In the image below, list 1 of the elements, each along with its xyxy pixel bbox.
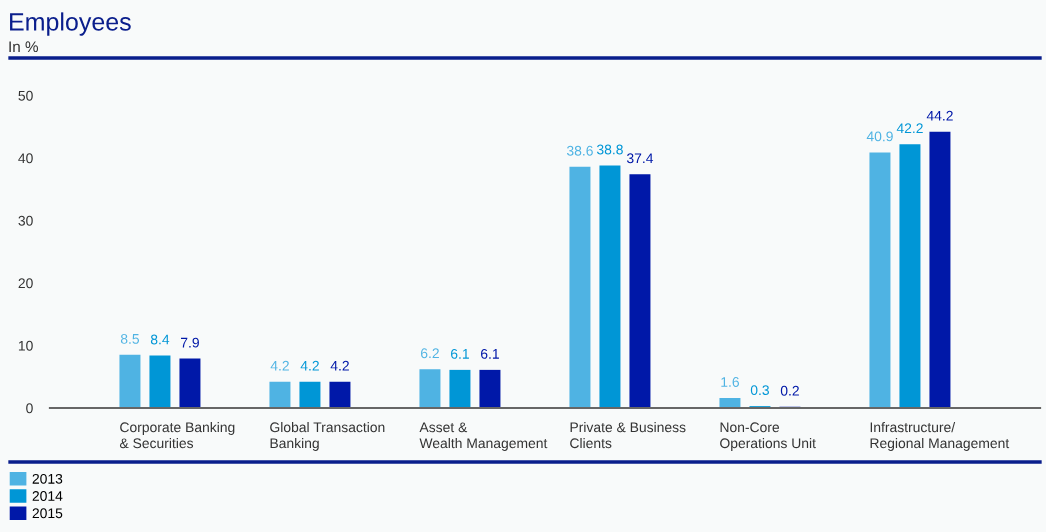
chart-title: Employees xyxy=(10,12,131,36)
